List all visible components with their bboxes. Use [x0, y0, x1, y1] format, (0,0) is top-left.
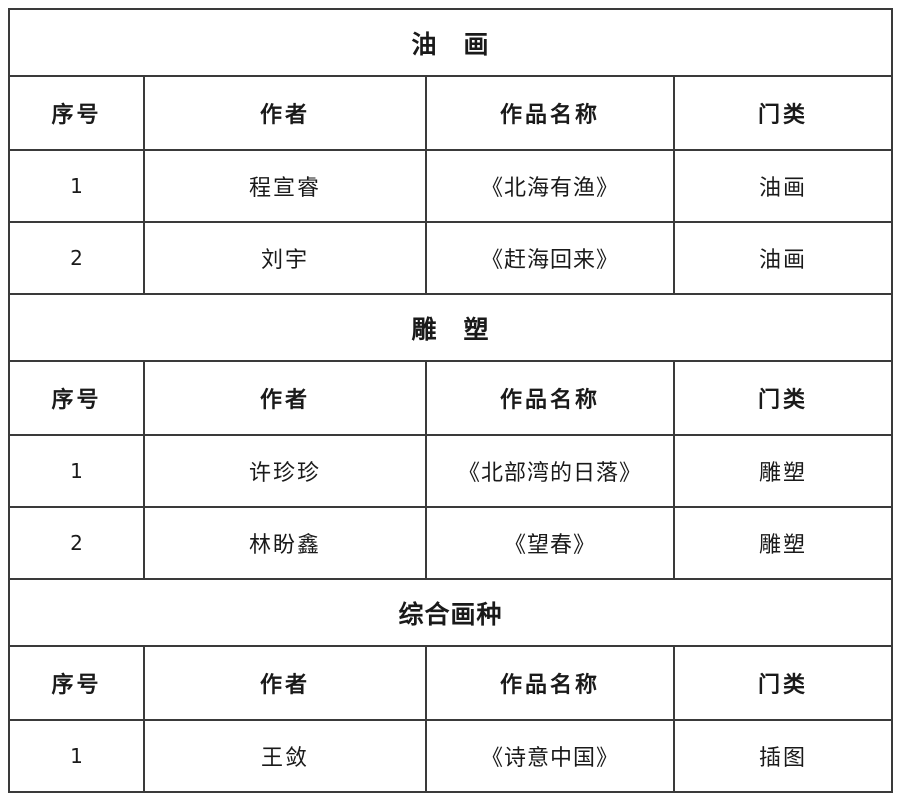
cell-category: 插图 [672, 719, 894, 793]
cell-work: 《北部湾的日落》 [425, 434, 675, 508]
column-header-index: 序号 [8, 645, 145, 721]
column-header-work: 作品名称 [425, 360, 675, 436]
column-header-work: 作品名称 [425, 75, 675, 151]
cell-author: 程宣睿 [143, 149, 427, 223]
cell-author: 刘宇 [143, 221, 427, 295]
column-header-row-oil-painting: 序号 作者 作品名称 门类 [8, 75, 894, 151]
cell-work: 《诗意中国》 [425, 719, 675, 793]
column-header-work: 作品名称 [425, 645, 675, 721]
column-header-index: 序号 [8, 75, 145, 151]
cell-index: 1 [8, 149, 145, 223]
cell-index: 2 [8, 506, 145, 580]
column-header-category: 门类 [672, 360, 894, 436]
cell-index: 2 [8, 221, 145, 295]
table-row: 1 程宣睿 《北海有渔》 油画 [8, 149, 894, 223]
table-row: 2 林盼鑫 《望春》 雕塑 [8, 506, 894, 580]
artwork-listing-table: 油 画 序号 作者 作品名称 门类 1 程宣睿 《北海有渔》 油画 2 刘宇 《… [7, 8, 894, 793]
cell-author: 许珍珍 [143, 434, 427, 508]
table-row: 1 许珍珍 《北部湾的日落》 雕塑 [8, 434, 894, 508]
section-title-oil-painting: 油 画 [7, 8, 894, 77]
cell-work: 《望春》 [425, 506, 675, 580]
section-title-sculpture: 雕 塑 [7, 293, 894, 362]
cell-category: 油画 [672, 149, 894, 223]
column-header-author: 作者 [143, 360, 427, 436]
column-header-category: 门类 [672, 645, 894, 721]
cell-category: 雕塑 [672, 506, 894, 580]
section-title-row-sculpture: 雕 塑 [7, 293, 894, 362]
cell-work: 《北海有渔》 [425, 149, 675, 223]
column-header-index: 序号 [8, 360, 145, 436]
section-title-row-mixed-media: 综合画种 [7, 578, 894, 647]
cell-category: 油画 [672, 221, 894, 295]
column-header-author: 作者 [143, 75, 427, 151]
column-header-row-mixed-media: 序号 作者 作品名称 门类 [8, 645, 894, 721]
table-row: 2 刘宇 《赶海回来》 油画 [8, 221, 894, 295]
cell-index: 1 [8, 434, 145, 508]
cell-index: 1 [8, 719, 145, 793]
section-title-row-oil-painting: 油 画 [7, 8, 894, 77]
table-row: 1 王敛 《诗意中国》 插图 [8, 719, 894, 793]
cell-author: 王敛 [143, 719, 427, 793]
section-title-mixed-media: 综合画种 [7, 578, 894, 647]
cell-author: 林盼鑫 [143, 506, 427, 580]
column-header-author: 作者 [143, 645, 427, 721]
document-page: 油 画 序号 作者 作品名称 门类 1 程宣睿 《北海有渔》 油画 2 刘宇 《… [7, 8, 894, 793]
column-header-row-sculpture: 序号 作者 作品名称 门类 [8, 360, 894, 436]
cell-category: 雕塑 [672, 434, 894, 508]
column-header-category: 门类 [672, 75, 894, 151]
cell-work: 《赶海回来》 [425, 221, 675, 295]
